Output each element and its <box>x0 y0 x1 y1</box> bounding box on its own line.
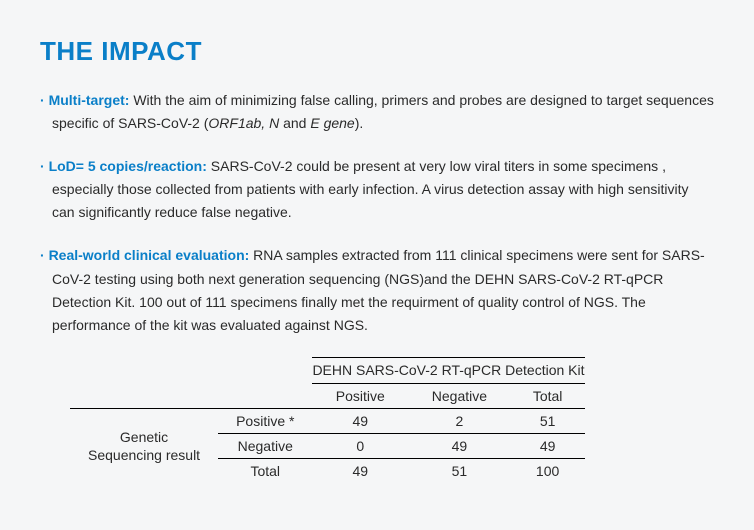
bullet-lod: · LoD= 5 copies/reaction: SARS-CoV-2 cou… <box>40 155 714 224</box>
table-cell: 51 <box>511 408 585 433</box>
table-kit-header: DEHN SARS-CoV-2 RT-qPCR Detection Kit <box>312 357 584 384</box>
table-col-positive: Positive <box>312 384 408 409</box>
bullet-multi-target: · Multi-target: With the aim of minimizi… <box>40 89 714 135</box>
bullet-text: and <box>279 115 310 131</box>
bullet-dot: · <box>40 247 49 263</box>
table-cell: 2 <box>408 408 511 433</box>
table-row-label: Total <box>218 458 312 483</box>
bullet-lead: Multi-target: <box>49 92 130 108</box>
table-col-total: Total <box>511 384 585 409</box>
bullet-italic: ORF1ab, N <box>208 115 279 131</box>
table-col-negative: Negative <box>408 384 511 409</box>
bullet-dot: · <box>40 92 49 108</box>
table-cell: 100 <box>511 458 585 483</box>
bullet-dot: · <box>40 158 49 174</box>
bullet-italic: E gene <box>310 115 354 131</box>
evaluation-table: DEHN SARS-CoV-2 RT-qPCR Detection Kit Po… <box>70 357 585 483</box>
table-cell: 0 <box>312 433 408 458</box>
table-cell: 49 <box>312 458 408 483</box>
bullet-text: ). <box>355 115 364 131</box>
table-cell: 51 <box>408 458 511 483</box>
table-cell: 49 <box>511 433 585 458</box>
bullet-lead: Real-world clinical evaluation: <box>49 247 250 263</box>
bullet-text: With the aim of minimizing false calling… <box>52 92 714 131</box>
table-cell: 49 <box>408 433 511 458</box>
table-cell: 49 <box>312 408 408 433</box>
section-title: THE IMPACT <box>40 36 714 67</box>
table-row-label: Negative <box>218 433 312 458</box>
table-side-label: GeneticSequencing result <box>70 408 218 483</box>
bullet-clinical: · Real-world clinical evaluation: RNA sa… <box>40 244 714 336</box>
bullet-lead: LoD= 5 copies/reaction: <box>49 158 207 174</box>
evaluation-table-wrap: DEHN SARS-CoV-2 RT-qPCR Detection Kit Po… <box>70 357 714 483</box>
table-row-label: Positive * <box>218 408 312 433</box>
